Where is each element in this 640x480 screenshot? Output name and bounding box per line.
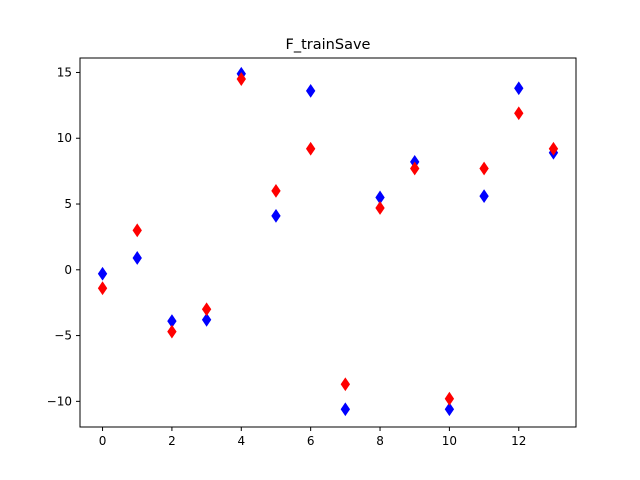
series-1-point-2: [167, 324, 177, 339]
series-1-point-8: [375, 201, 385, 215]
series-0-point-1: [132, 251, 142, 265]
series-1-point-3: [201, 302, 212, 317]
y-tick-label: 10: [57, 131, 72, 145]
series-0-point-3: [201, 312, 212, 327]
y-tick-label: 15: [57, 65, 72, 79]
x-tick-label: 10: [442, 434, 457, 448]
series-1-point-9: [410, 161, 420, 176]
plot-frame: [79, 57, 577, 428]
x-tick-label: 4: [237, 434, 245, 448]
x-axis-ticks: 0 2 4 6 8 10 12: [99, 427, 526, 448]
x-tick-label: 12: [511, 434, 526, 448]
x-tick-label: 0: [99, 434, 107, 448]
series-1-point-12: [514, 106, 524, 121]
series-1-point-10: [444, 391, 455, 406]
series-1-point-13: [548, 141, 559, 156]
data-marks: [97, 66, 559, 417]
x-tick-label: 6: [307, 434, 315, 448]
series-1-point-6: [305, 141, 316, 156]
series-0-point-0: [97, 266, 108, 281]
chart-title: F_trainSave: [286, 37, 371, 53]
y-tick-label: 5: [64, 197, 72, 211]
series-0-point-7: [340, 402, 351, 417]
series-1-point-5: [271, 183, 281, 198]
y-tick-label: −10: [47, 394, 72, 408]
series-1-point-4: [236, 72, 246, 86]
series-0-point-10: [444, 402, 455, 417]
x-tick-label: 8: [376, 434, 384, 448]
series-0-point-5: [271, 208, 281, 223]
y-tick-label: −5: [54, 329, 72, 343]
series-0-point-6: [305, 83, 316, 98]
y-tick-label: 0: [64, 263, 72, 277]
series-0-point-12: [514, 81, 524, 96]
series-1-point-1: [132, 223, 142, 238]
series-0-point-11: [479, 189, 489, 204]
series-1-point-11: [479, 161, 489, 176]
y-axis-ticks: −10 −5 0 5 10 15: [47, 65, 80, 408]
x-tick-label: 2: [168, 434, 176, 448]
series-1-point-0: [97, 281, 108, 296]
series-1-point-7: [340, 377, 351, 392]
